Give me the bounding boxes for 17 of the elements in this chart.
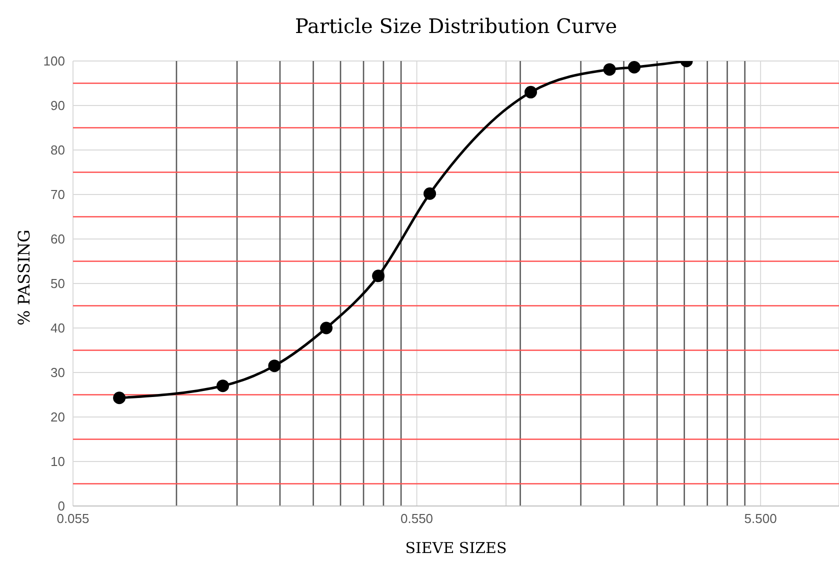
x-tick-label: 0.550 bbox=[400, 511, 434, 526]
y-tick-label: 60 bbox=[50, 232, 65, 247]
y-tick-label: 50 bbox=[50, 276, 65, 292]
y-tick-label: 20 bbox=[50, 410, 65, 425]
y-tick-label: 40 bbox=[50, 320, 65, 336]
x-axis-title: SIEVE SIZES bbox=[404, 539, 508, 557]
y-tick-label: 90 bbox=[50, 98, 65, 114]
y-tick-label: 10 bbox=[50, 454, 65, 470]
y-tick-label: 70 bbox=[50, 187, 65, 202]
y-axis-title: % PASSING bbox=[14, 228, 34, 328]
x-tick-label: 5.500 bbox=[744, 511, 777, 526]
y-tick-label: 0 bbox=[58, 498, 65, 514]
y-tick-label: 30 bbox=[50, 365, 65, 380]
x-tick-label: 0.055 bbox=[56, 511, 90, 526]
y-tick-label: 100 bbox=[43, 54, 65, 69]
y-tick-label: 80 bbox=[50, 142, 65, 158]
chart-title: Particle Size Distribution Curve bbox=[294, 14, 618, 38]
